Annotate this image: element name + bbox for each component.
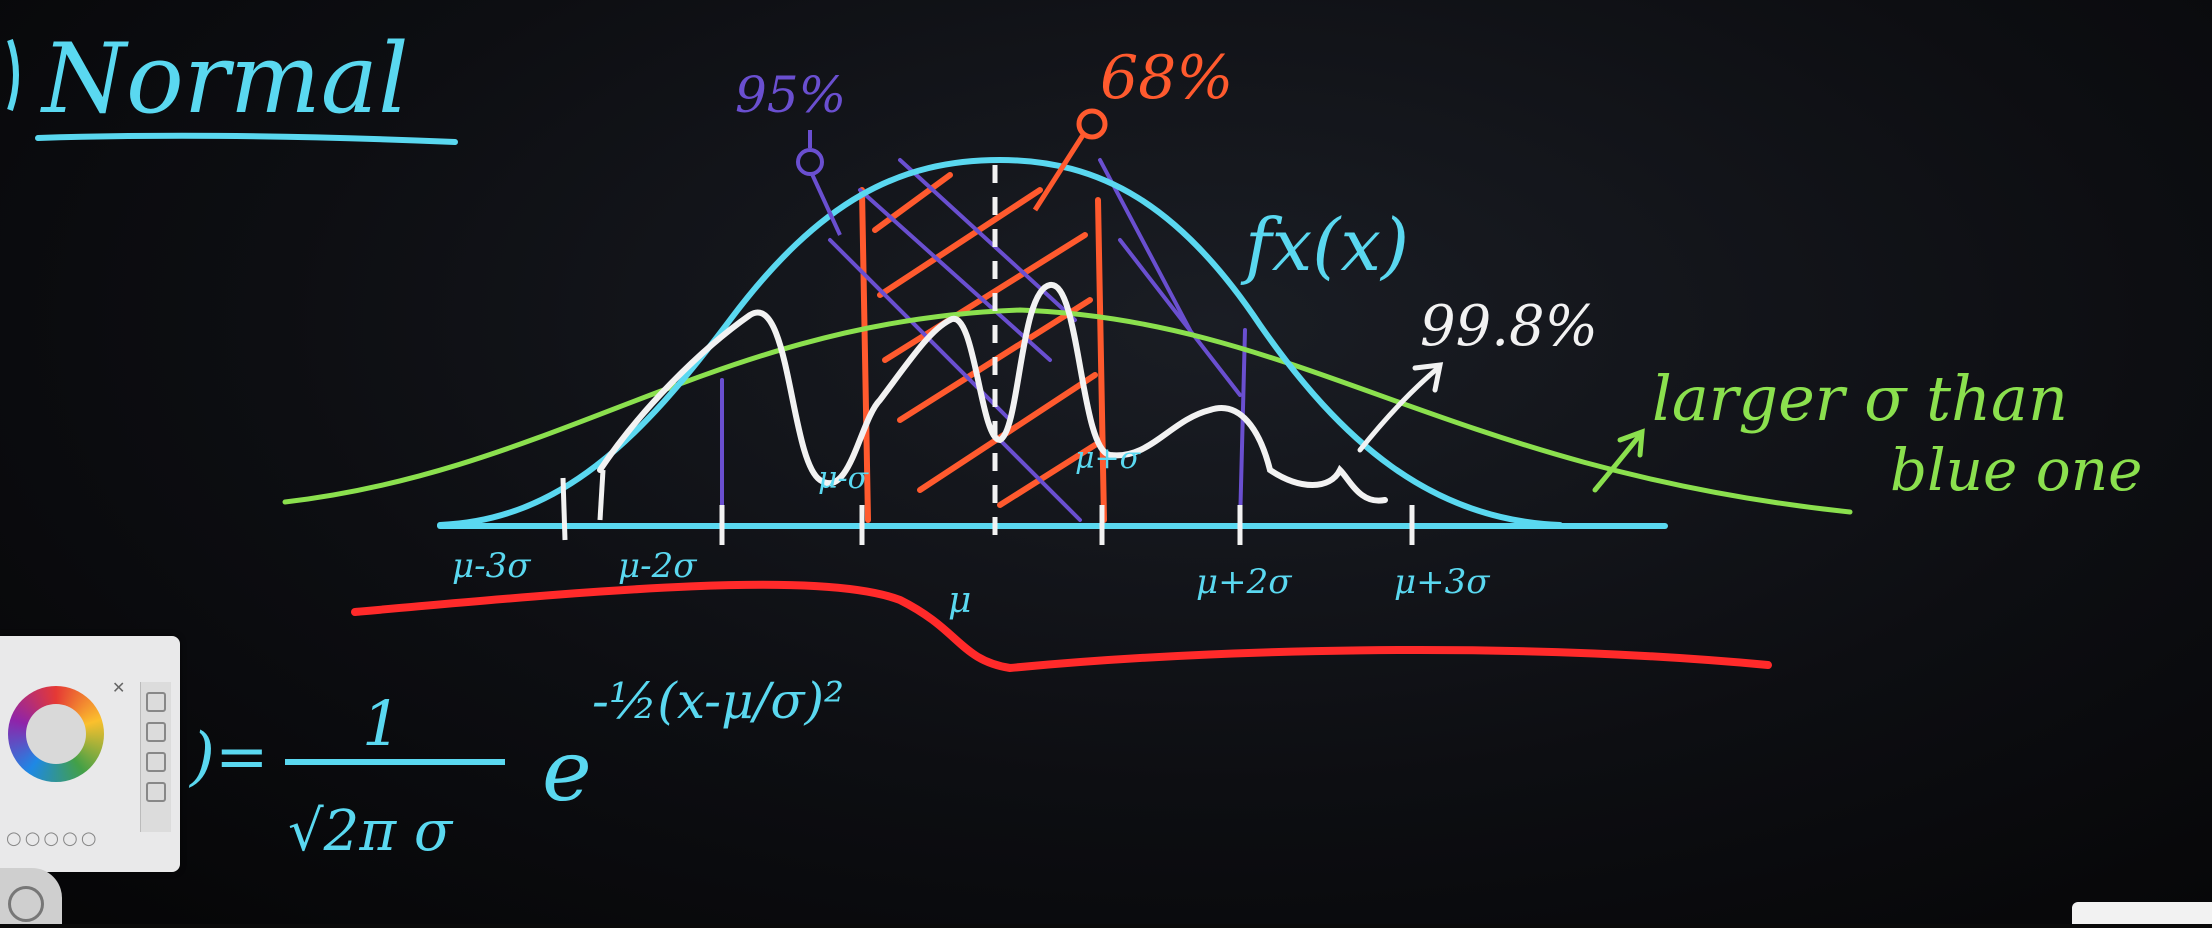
color-palette-icon[interactable] bbox=[8, 686, 104, 782]
note-larger-sigma-line2: blue one bbox=[1890, 436, 2142, 504]
label-fx-of-x: fx(x) bbox=[1240, 203, 1409, 287]
note-larger-sigma-line1: larger σ than bbox=[1652, 362, 2068, 435]
white-curve-tick bbox=[597, 469, 606, 521]
pen-tool-icon[interactable] bbox=[0, 868, 62, 924]
label-mu-minus-3sigma: μ-3σ bbox=[452, 546, 531, 586]
palette-option-icon[interactable] bbox=[146, 752, 166, 772]
label-mu: μ bbox=[948, 580, 971, 621]
pointer-95 bbox=[796, 130, 842, 236]
color-palette-panel[interactable]: ✕ ○○○○○ bbox=[0, 636, 180, 872]
formula-lhs: )= bbox=[188, 720, 269, 794]
palette-side-controls[interactable] bbox=[140, 682, 171, 832]
label-mu-plus-3sigma: μ+3σ bbox=[1394, 562, 1490, 602]
label-mu-plus-sigma: μ+σ bbox=[1075, 441, 1142, 476]
palette-option-icon[interactable] bbox=[146, 782, 166, 802]
green-wide-curve bbox=[282, 307, 1853, 515]
note-arrow bbox=[1592, 428, 1645, 493]
axis-ticks bbox=[560, 477, 1415, 545]
label-99-8-percent: 99.8% bbox=[1420, 294, 1598, 359]
heading-normal: Normal bbox=[40, 23, 409, 135]
formula-denominator: √2π σ bbox=[288, 799, 454, 864]
corner-widget bbox=[2072, 902, 2212, 924]
heading-underline bbox=[35, 132, 458, 145]
pointer-99-8 bbox=[1357, 362, 1444, 453]
palette-option-icon[interactable] bbox=[146, 722, 166, 742]
palette-option-icon[interactable] bbox=[146, 692, 166, 712]
close-icon[interactable]: ✕ bbox=[112, 678, 126, 697]
label-mu-plus-2sigma: μ+2σ bbox=[1196, 562, 1292, 602]
label-mu-minus-2sigma: μ-2σ bbox=[618, 546, 697, 586]
formula-base-e: e bbox=[542, 722, 592, 820]
formula-numerator: 1 bbox=[362, 687, 401, 760]
red-underline-stroke bbox=[351, 580, 1772, 673]
pointer-68 bbox=[1032, 108, 1108, 212]
blue-normal-curve bbox=[437, 156, 1563, 528]
white-irregular-curve bbox=[597, 282, 1388, 504]
label-95-percent: 95% bbox=[735, 66, 846, 124]
formula-exponent: -½(x-μ/σ)² bbox=[592, 672, 844, 730]
label-mu-minus-sigma: μ-σ bbox=[818, 461, 870, 496]
heading-paren bbox=[7, 39, 19, 111]
label-68-percent: 68% bbox=[1100, 43, 1233, 113]
palette-swatch-dots[interactable]: ○○○○○ bbox=[6, 828, 100, 849]
